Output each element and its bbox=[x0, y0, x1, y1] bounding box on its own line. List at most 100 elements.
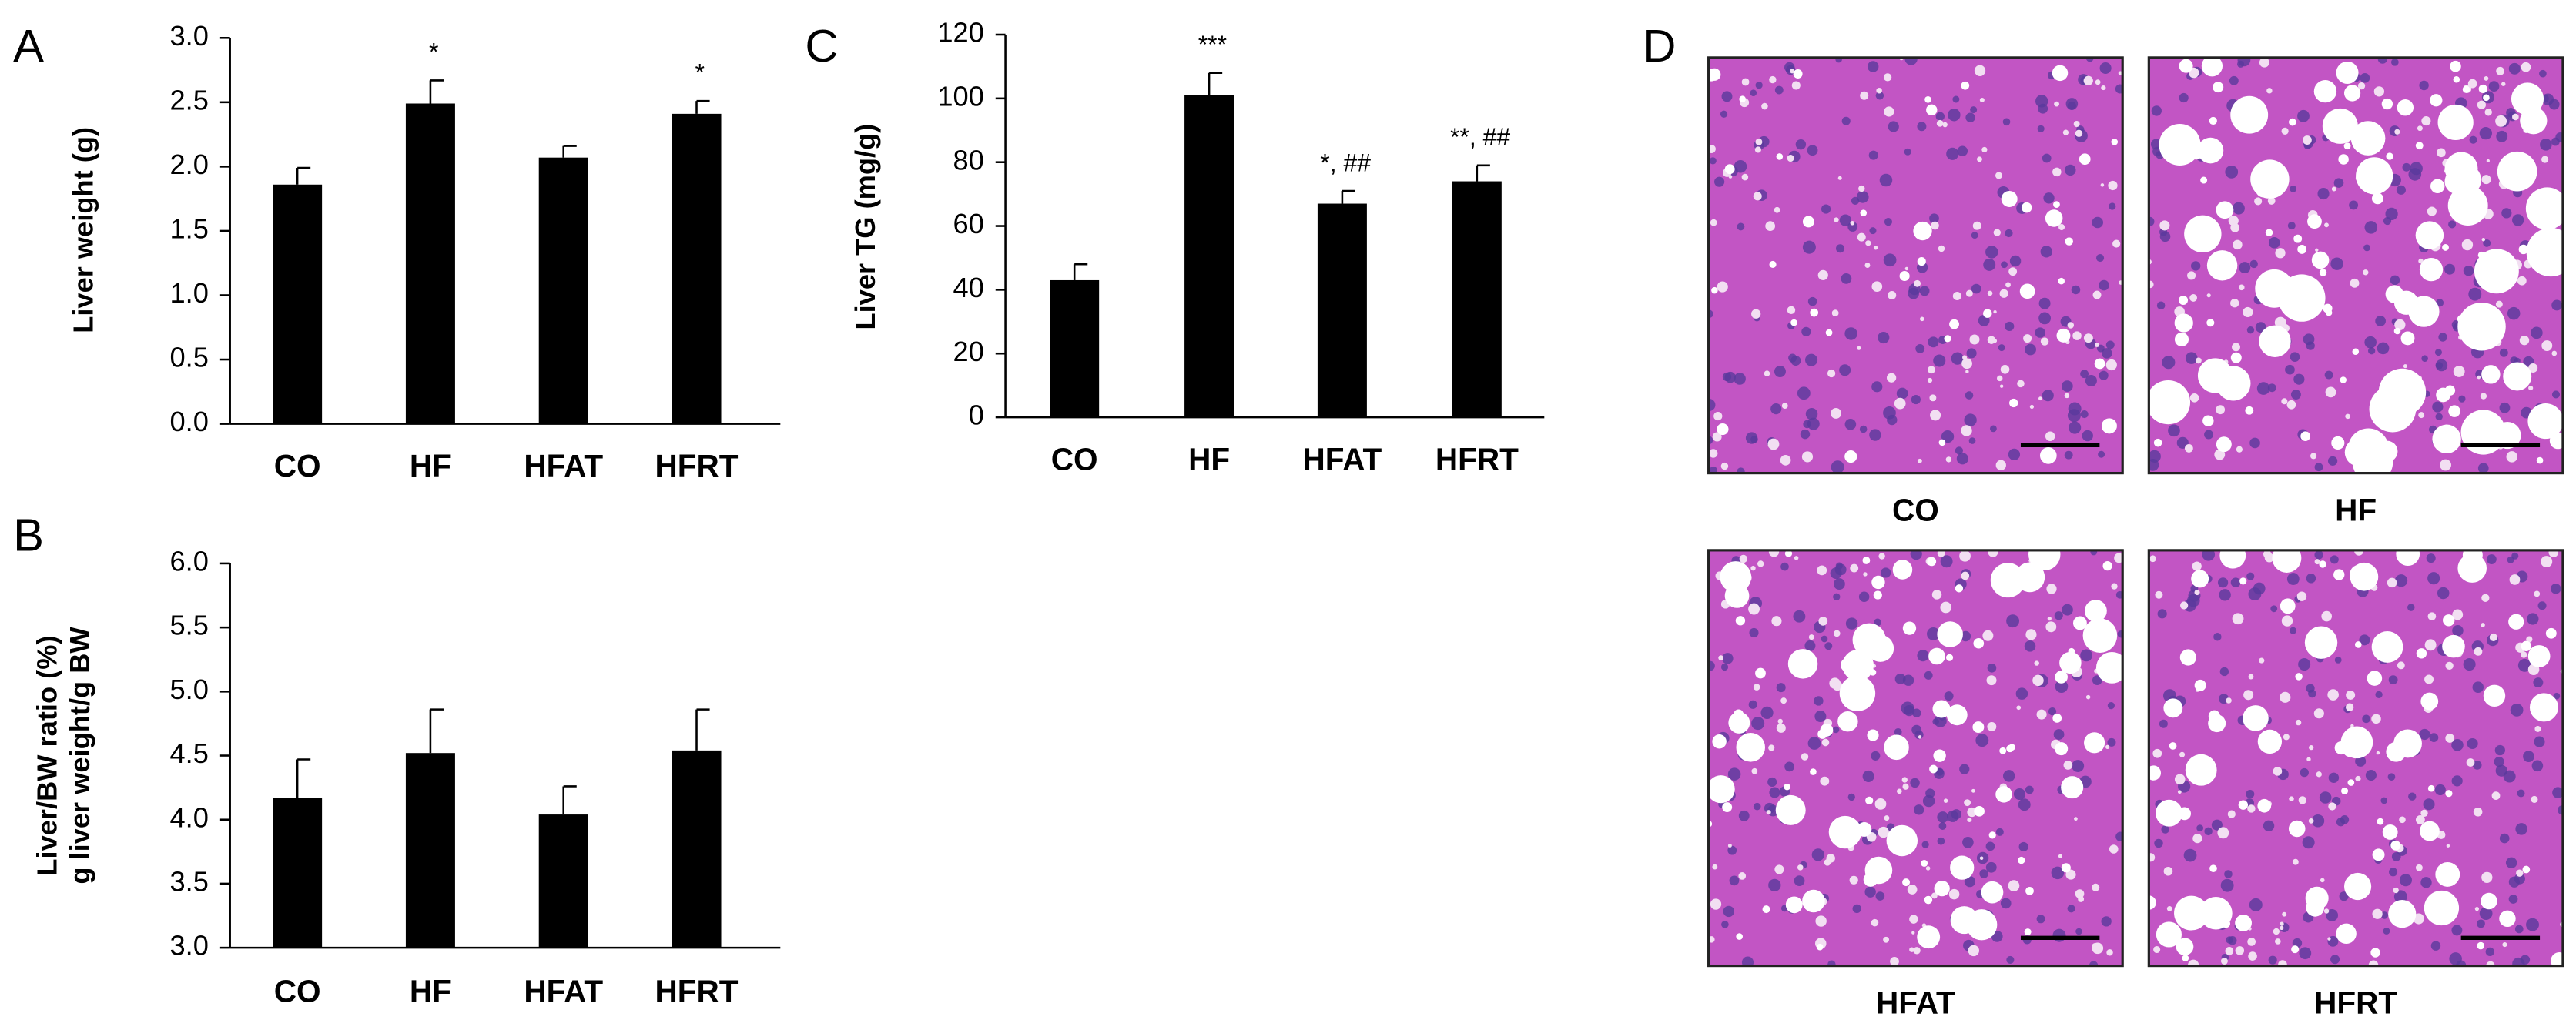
frame bbox=[2147, 56, 2564, 475]
small-vacuole bbox=[2424, 639, 2437, 651]
lipid-droplet bbox=[2340, 376, 2347, 383]
small-vacuole bbox=[2280, 691, 2291, 703]
nucleus bbox=[2306, 574, 2316, 584]
small-vacuole bbox=[1776, 723, 1786, 733]
nucleus bbox=[1946, 147, 1959, 160]
y-axis-title: g liver weight/g BW bbox=[64, 627, 95, 885]
small-vacuole bbox=[1964, 799, 1971, 807]
small-vacuole bbox=[2397, 661, 2405, 670]
nucleus bbox=[1714, 176, 1725, 187]
small-vacuole bbox=[1766, 810, 1771, 815]
small-vacuole bbox=[2008, 267, 2018, 276]
lipid-droplet bbox=[2024, 928, 2032, 935]
lipid-droplet bbox=[1867, 634, 1894, 662]
small-vacuole bbox=[2054, 101, 2059, 107]
small-vacuole bbox=[1808, 634, 1814, 640]
small-vacuole bbox=[2023, 334, 2032, 343]
nucleus bbox=[1922, 794, 1935, 808]
small-vacuole bbox=[2484, 109, 2492, 116]
small-vacuole bbox=[2159, 220, 2170, 231]
small-vacuole bbox=[1929, 394, 1937, 402]
small-vacuole bbox=[1857, 232, 1866, 242]
nucleus bbox=[1708, 398, 1716, 411]
nucleus bbox=[2463, 265, 2474, 276]
nucleus bbox=[2452, 625, 2464, 637]
y-tick-label: 0 bbox=[969, 400, 984, 431]
small-vacuole bbox=[2149, 853, 2156, 862]
lipid-droplet bbox=[2190, 147, 2202, 160]
nucleus bbox=[1960, 630, 1971, 642]
small-vacuole bbox=[1925, 866, 1931, 871]
nucleus bbox=[2499, 833, 2510, 844]
lipid-droplet bbox=[2483, 94, 2490, 102]
small-vacuole bbox=[2194, 589, 2200, 596]
nucleus bbox=[1776, 683, 1786, 693]
lipid-droplet bbox=[2347, 779, 2355, 786]
nucleus bbox=[1894, 727, 1902, 736]
small-vacuole bbox=[2491, 791, 2501, 800]
nucleus bbox=[2383, 928, 2390, 935]
lipid-droplet bbox=[2343, 142, 2351, 150]
nucleus bbox=[1985, 861, 1997, 873]
x-tick-label: HFRT bbox=[1435, 441, 1519, 477]
nucleus bbox=[1884, 218, 1893, 226]
small-vacuole bbox=[2065, 869, 2076, 880]
nucleus bbox=[1769, 787, 1780, 798]
nucleus bbox=[1720, 110, 1728, 118]
small-vacuole bbox=[1818, 617, 1828, 626]
lipid-droplet bbox=[1785, 896, 1803, 914]
small-vacuole bbox=[1883, 73, 1892, 82]
small-vacuole bbox=[1988, 550, 1998, 557]
nucleus bbox=[1720, 663, 1729, 671]
lipid-droplet bbox=[2230, 352, 2242, 363]
small-vacuole bbox=[2195, 357, 2202, 364]
lipid-droplet bbox=[2065, 237, 2073, 246]
nucleus bbox=[2469, 135, 2477, 144]
small-vacuole bbox=[2273, 928, 2280, 935]
nucleus bbox=[1985, 246, 1998, 259]
lipid-droplet bbox=[1817, 729, 1827, 739]
nucleus bbox=[2302, 836, 2315, 849]
lipid-droplet bbox=[1974, 805, 1985, 817]
x-tick-label: HFRT bbox=[655, 974, 739, 1009]
lipid-droplet bbox=[2209, 116, 2217, 125]
lipid-droplet bbox=[2397, 99, 2414, 116]
nucleus bbox=[2517, 658, 2531, 672]
lipid-droplet bbox=[2019, 283, 2035, 299]
small-vacuole bbox=[2417, 125, 2423, 132]
small-vacuole bbox=[1717, 281, 1728, 293]
nucleus bbox=[1944, 691, 1954, 701]
nucleus bbox=[2052, 928, 2066, 942]
small-vacuole bbox=[1833, 630, 1841, 637]
nucleus bbox=[2531, 760, 2544, 772]
bar bbox=[1317, 203, 1367, 418]
lipid-droplet bbox=[1933, 749, 1946, 762]
nucleus bbox=[1753, 802, 1761, 811]
small-vacuole bbox=[2296, 591, 2307, 601]
y-tick-label: 4.0 bbox=[170, 801, 209, 833]
small-vacuole bbox=[1863, 572, 1868, 577]
nucleus bbox=[1971, 232, 1978, 239]
small-vacuole bbox=[1897, 788, 1902, 794]
small-vacuole bbox=[2092, 290, 2102, 299]
nucleus bbox=[1965, 391, 1974, 400]
lipid-droplet bbox=[2297, 245, 2307, 254]
nucleus bbox=[1894, 673, 1906, 684]
nucleus bbox=[2552, 787, 2563, 798]
nucleus bbox=[1962, 836, 1974, 848]
small-vacuole bbox=[1936, 119, 1944, 127]
small-vacuole bbox=[2415, 864, 2423, 871]
small-vacuole bbox=[1741, 173, 1749, 181]
nucleus bbox=[2095, 253, 2105, 263]
nucleus bbox=[2364, 221, 2378, 234]
small-vacuole bbox=[1727, 844, 1732, 848]
nucleus bbox=[2314, 550, 2323, 560]
nucleus bbox=[2463, 658, 2476, 671]
nucleus bbox=[1979, 869, 1988, 878]
lipid-droplet bbox=[1972, 721, 1985, 734]
nucleus bbox=[2523, 751, 2534, 762]
lipid-droplet bbox=[2039, 447, 2057, 464]
small-vacuole bbox=[1751, 767, 1758, 774]
nucleus bbox=[2359, 634, 2370, 646]
nucleus bbox=[2220, 878, 2234, 892]
